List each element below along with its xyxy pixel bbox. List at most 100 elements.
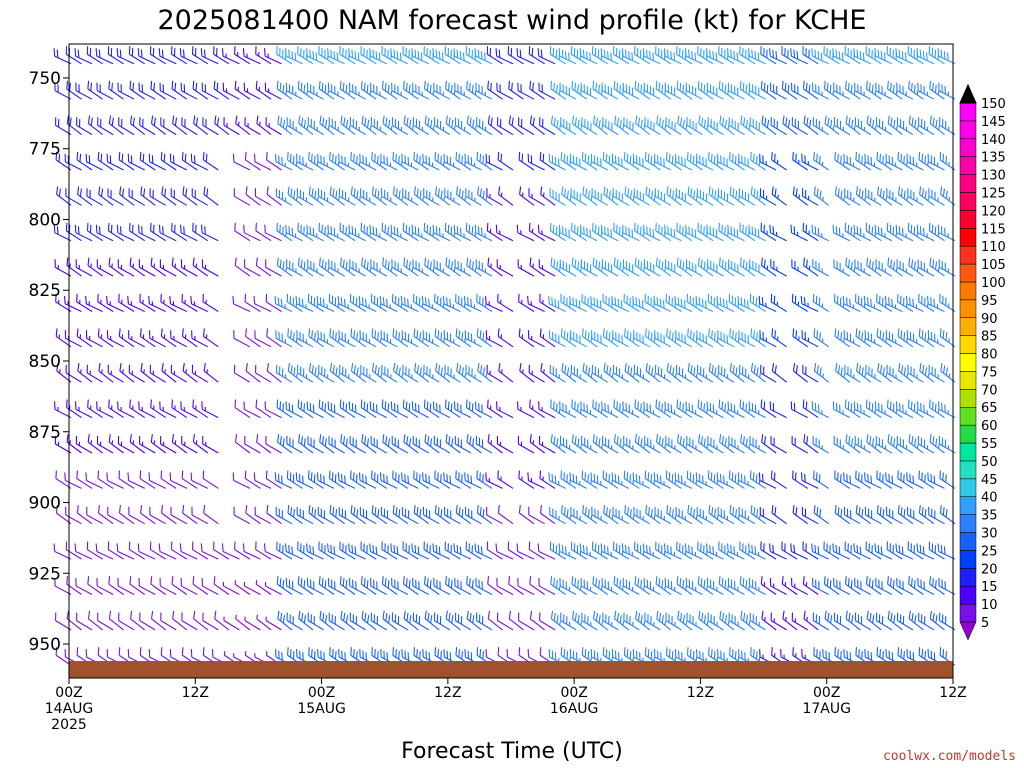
wind-barb [182,363,198,383]
wind-barb-flag [127,153,130,162]
wind-barb [66,115,82,136]
wind-barb-staff [107,337,124,348]
wind-barb-flag [348,543,350,552]
wind-barb [444,364,461,383]
wind-barb-flag [55,151,58,160]
wind-barb-flag [97,117,99,126]
wind-barb-flag [406,612,409,622]
wind-barb-flag [297,541,299,550]
wind-barb-staff [96,550,114,560]
wind-barb-half-flag [110,335,112,341]
wind-barb-half-flag [369,232,371,237]
wind-barb [412,435,430,454]
wind-barb [382,257,398,277]
wind-barb [432,224,451,242]
wind-barb-flag [299,331,301,341]
wind-barb [486,506,503,525]
wind-barb-half-flag [184,299,186,304]
wind-barb [475,401,493,419]
wind-barb-flag [361,434,364,443]
wind-barb [286,470,303,489]
wind-barb [465,399,482,419]
wind-barb-staff [66,618,82,631]
wind-barb [391,293,409,312]
wind-barb-flag [487,115,491,124]
wind-barb-flag [372,49,375,58]
wind-barb-flag [527,153,530,162]
wind-barb [486,46,503,65]
wind-barb-flag [486,222,489,231]
wind-barb-staff [612,480,630,489]
wind-barb-flag [150,576,153,585]
wind-barb-flag [287,363,291,372]
wind-barb [54,577,72,595]
wind-barb-staff [245,336,261,348]
wind-barb-staff [622,55,640,65]
wind-barb-flag [486,541,489,550]
wind-barb-flag [383,473,385,483]
wind-barb-flag [139,328,142,337]
wind-barb [434,186,451,206]
wind-barb [445,576,461,595]
wind-barb-flag [119,186,122,195]
wind-barb-flag [282,49,284,58]
wind-barb-staff [644,443,661,454]
wind-barb-flag [106,330,109,339]
wind-barb [150,257,167,277]
wind-barb-staff [612,303,630,312]
wind-barb-flag [392,328,395,337]
wind-barb-flag [286,612,288,621]
wind-barb-staff [160,443,177,454]
wind-barb-half-flag [205,334,208,339]
wind-barb-flag [386,652,388,661]
wind-barb-flag [292,262,294,271]
wind-barb-staff [201,550,219,560]
wind-barb-flag [75,401,77,410]
wind-barb-flag [310,261,312,270]
wind-barb-flag [386,333,389,342]
wind-barb-flag [321,366,323,375]
wind-barb [664,224,682,242]
wind-barb-flag [433,82,435,91]
wind-barb-flag [356,332,358,341]
wind-barb-flag [342,436,346,445]
wind-barb-flag [517,259,519,268]
wind-barb-flag [327,543,329,552]
wind-barb [148,295,166,312]
wind-barb-half-flag [162,265,165,270]
wind-barb [359,330,377,348]
wind-barb [171,399,188,419]
wind-barb-flag [471,403,474,412]
wind-barb-half-flag [233,653,235,658]
wind-barb-flag [482,474,484,483]
wind-barb-flag [476,293,478,302]
wind-barb-flag [426,543,428,552]
wind-barb [306,224,324,242]
wind-barb [392,328,409,348]
wind-barb-staff [581,443,598,454]
wind-barb-flag [160,293,162,302]
wind-barb-flag [418,120,421,129]
wind-barb-staff [622,232,640,242]
wind-barb-flag [455,647,458,656]
wind-barb [518,293,535,312]
wind-barb-flag [664,224,666,233]
wind-barb [327,543,345,560]
wind-barb-flag [351,49,354,58]
wind-barb-flag [129,399,131,408]
wind-barb-half-flag [120,441,123,446]
wind-barb-flag [403,257,406,266]
wind-barb-flag [461,332,464,341]
wind-barb [97,117,114,136]
wind-barb [96,577,114,595]
wind-barb-half-flag [327,374,329,379]
wind-barb-staff [675,480,693,489]
wind-barb [370,117,387,136]
wind-barb [306,48,324,65]
wind-barb [255,222,272,242]
wind-barb-half-flag [99,406,101,412]
wind-barb-staff [180,232,198,242]
wind-barb-flag [317,153,319,162]
wind-barb-flag [539,505,542,514]
wind-barb [274,295,293,312]
